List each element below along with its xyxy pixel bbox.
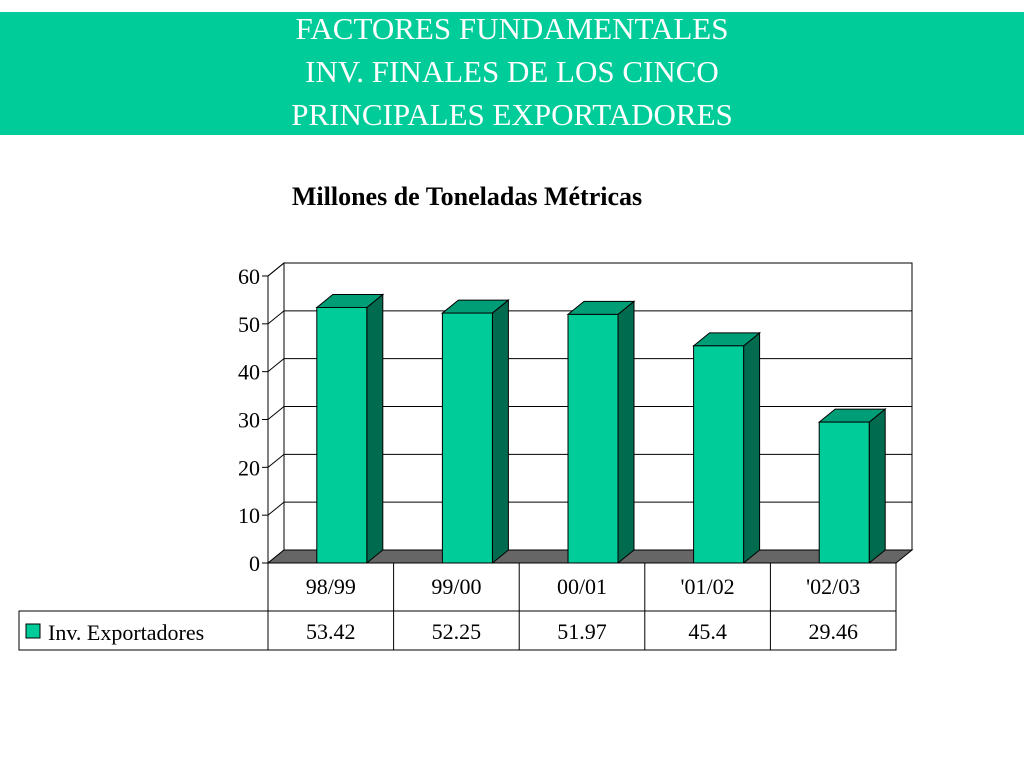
gridline-side bbox=[267, 262, 285, 277]
bar bbox=[567, 313, 619, 564]
title-line-1: FACTORES FUNDAMENTALES bbox=[295, 11, 729, 46]
header-band bbox=[0, 12, 1024, 135]
bar-side bbox=[491, 299, 509, 565]
y-tick-label: 10 bbox=[238, 503, 260, 528]
table-header-row bbox=[267, 562, 897, 612]
bar-side bbox=[617, 300, 635, 565]
data-label: 45.4 bbox=[688, 619, 727, 644]
page-title: FACTORES FUNDAMENTALES INV. FINALES DE L… bbox=[0, 7, 1024, 136]
bar-side bbox=[743, 331, 761, 565]
legend-label: Inv. Exportadores bbox=[48, 620, 204, 645]
y-tick-label: 60 bbox=[238, 264, 260, 289]
x-tick-label: 98/99 bbox=[306, 574, 356, 599]
data-label: 29.46 bbox=[808, 619, 858, 644]
y-tick-label: 20 bbox=[238, 455, 260, 480]
x-tick-label: '01/02 bbox=[681, 574, 735, 599]
data-label: 53.42 bbox=[306, 619, 356, 644]
data-label: 51.97 bbox=[557, 619, 607, 644]
y-tick-label: 40 bbox=[238, 360, 260, 385]
title-line-2: INV. FINALES DE LOS CINCO bbox=[305, 54, 719, 89]
gridline-side bbox=[267, 406, 285, 420]
gridline-side bbox=[267, 453, 285, 468]
y-tick-label: 0 bbox=[249, 551, 260, 576]
legend-swatch bbox=[25, 623, 41, 639]
y-tick-label: 50 bbox=[238, 312, 260, 337]
table-data-row bbox=[18, 610, 897, 651]
gridline-side bbox=[267, 310, 285, 325]
bar-side bbox=[868, 408, 886, 565]
x-tick-label: '02/03 bbox=[806, 574, 860, 599]
bar bbox=[316, 306, 368, 564]
chart-subtitle: Millones de Toneladas Métricas bbox=[291, 182, 643, 211]
gridline-side bbox=[267, 501, 285, 516]
bar bbox=[693, 345, 745, 564]
gridline-side bbox=[267, 358, 285, 373]
y-tick-label: 30 bbox=[238, 408, 260, 433]
data-label: 52.25 bbox=[432, 619, 482, 644]
bar bbox=[441, 312, 493, 564]
x-tick-label: 00/01 bbox=[557, 574, 607, 599]
bar-side bbox=[366, 293, 384, 565]
title-line-3: PRINCIPALES EXPORTADORES bbox=[291, 97, 733, 132]
x-tick-label: 99/00 bbox=[431, 574, 481, 599]
bar bbox=[818, 421, 870, 564]
